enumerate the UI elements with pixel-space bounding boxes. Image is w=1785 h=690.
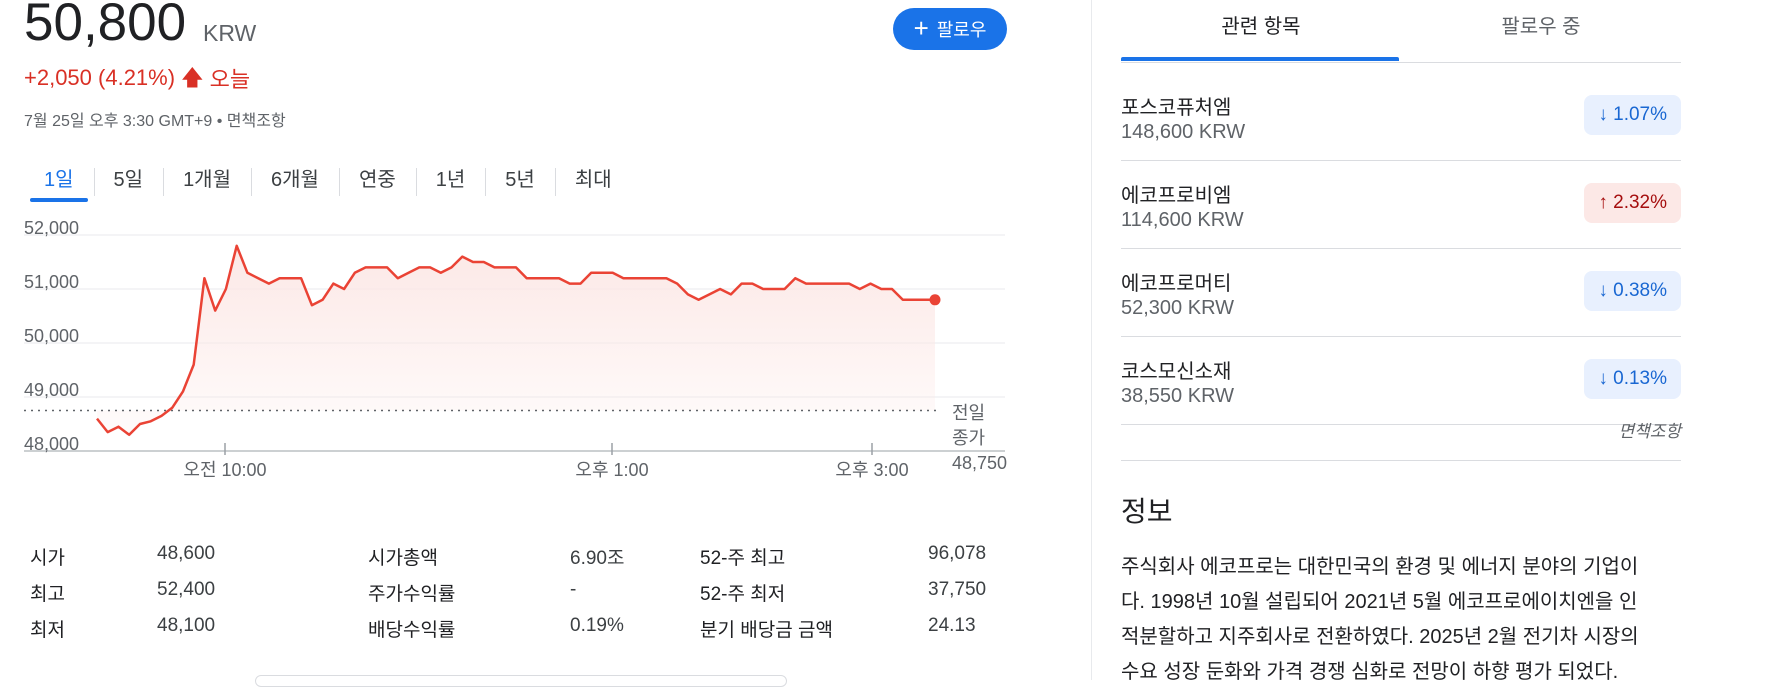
stat-label: 시가 xyxy=(30,548,65,569)
stat-row: 최고 52,400 주가수익률 - 52-주 최저 37,750 xyxy=(30,579,1010,615)
last-price-dot xyxy=(929,294,941,306)
stat-value: - xyxy=(570,579,577,600)
stat-value: 48,100 xyxy=(157,615,216,636)
disclaimer-link[interactable]: 면책조항 xyxy=(1618,422,1681,441)
related-change-value: 1.07% xyxy=(1613,104,1667,125)
range-tab-6[interactable]: 5년 xyxy=(485,162,555,198)
x-tick-label: 오후 1:00 xyxy=(575,460,648,480)
panel-divider xyxy=(1091,0,1092,680)
currency-label: KRW xyxy=(203,20,257,46)
key-stats: 시가 48,600 시가총액 6.90조 52-주 최고 96,078 최고 52,400 주가… xyxy=(30,543,1010,651)
related-change-badge: ↑ 2.32% xyxy=(1584,183,1681,223)
price-chart[interactable]: 52,000 51,000 50,000 49,000 48,000 오전 10:00 오후… xyxy=(0,215,1010,520)
related-price: 148,600 KRW xyxy=(1121,121,1246,143)
arrow-down-icon: ↓ xyxy=(1598,280,1614,301)
price-change-period: 오늘 xyxy=(209,67,251,92)
stat-value: 24.13 xyxy=(928,615,976,636)
range-tab-7[interactable]: 최대 xyxy=(554,162,632,198)
related-change-value: 2.32% xyxy=(1613,192,1667,213)
stat-value: 37,750 xyxy=(928,579,987,600)
stat-value: 52,400 xyxy=(157,579,216,600)
info-line: 주식회사 에코프로는 대한민국의 환경 및 에너지 분야의 기업이 xyxy=(1121,556,1639,578)
y-tick-label: 52,000 xyxy=(24,218,79,238)
section-divider xyxy=(1121,460,1681,461)
stat-label: 52-주 최고 xyxy=(700,548,786,569)
follow-button[interactable]: + 팔로우 xyxy=(893,8,1007,50)
y-tick-label: 48,000 xyxy=(24,434,79,454)
arrow-up-icon: 🡅 xyxy=(181,65,204,90)
related-item[interactable]: 에코프로머티 52,300 KRW ↓ 0.38% xyxy=(1121,251,1681,337)
stat-row: 최저 48,100 배당수익률 0.19% 분기 배당금 금액 24.13 xyxy=(30,615,1010,651)
y-tick-label: 50,000 xyxy=(24,326,79,346)
stock-price: 50,800 xyxy=(24,0,187,52)
arrow-down-icon: ↓ xyxy=(1598,368,1614,389)
stat-row: 시가 48,600 시가총액 6.90조 52-주 최고 96,078 xyxy=(30,543,1010,579)
related-price: 52,300 KRW xyxy=(1121,297,1235,319)
related-name: 에코프로머티 xyxy=(1121,273,1232,295)
range-tabs: 1일 5일 1개월 6개월 연중 1년 5년 최대 xyxy=(24,160,632,202)
stat-label: 52-주 최저 xyxy=(700,584,786,605)
related-change-value: 0.38% xyxy=(1613,280,1667,301)
price-change-value: +2,050 (4.21%) xyxy=(24,65,176,90)
info-line: 다. 1998년 10월 설립되어 2021년 5월 에코프로에이치엔을 인 xyxy=(1121,591,1638,613)
y-tick-label: 49,000 xyxy=(24,380,79,400)
info-line: 수요 성장 둔화와 가격 경쟁 심화로 전망이 하향 평가 되었다. xyxy=(1121,661,1619,683)
related-item[interactable]: 에코프로비엠 114,600 KRW ↑ 2.32% xyxy=(1121,163,1681,249)
arrow-down-icon: ↓ xyxy=(1598,104,1614,125)
related-name: 포스코퓨처엠 xyxy=(1121,97,1232,119)
related-change-badge: ↓ 0.38% xyxy=(1584,271,1681,311)
stat-label: 최저 xyxy=(30,620,65,641)
range-tab-2[interactable]: 1개월 xyxy=(163,162,251,198)
prev-close-label: 종가 xyxy=(952,428,985,448)
related-price: 38,550 KRW xyxy=(1121,385,1235,407)
related-change-badge: ↓ 0.13% xyxy=(1584,359,1681,399)
info-title: 정보 xyxy=(1121,496,1173,527)
prev-close-label: 48,750 xyxy=(952,453,1007,473)
range-tab-3[interactable]: 6개월 xyxy=(251,162,339,198)
tab-related[interactable]: 관련 항목 xyxy=(1221,16,1301,38)
x-tick-label: 오전 10:00 xyxy=(183,460,266,480)
stat-label: 최고 xyxy=(30,584,65,605)
stat-value: 96,078 xyxy=(928,543,987,564)
tab-following[interactable]: 팔로우 중 xyxy=(1501,16,1581,38)
quote-timestamp[interactable]: 7월 25일 오후 3:30 GMT+9 • 면책조항 xyxy=(24,113,286,130)
plus-icon: + xyxy=(913,12,929,43)
related-price: 114,600 KRW xyxy=(1121,209,1244,231)
related-item[interactable]: 포스코퓨처엠 148,600 KRW ↓ 1.07% xyxy=(1121,75,1681,161)
chart-area-fill xyxy=(97,245,935,435)
arrow-up-icon: ↑ xyxy=(1598,192,1614,213)
range-tab-4[interactable]: 연중 xyxy=(338,162,416,198)
range-tab-1[interactable]: 5일 xyxy=(93,162,164,198)
info-line: 적분할하고 지주회사로 전환하였다. 2025년 2월 전기차 시장의 xyxy=(1121,626,1639,648)
price-line xyxy=(96,244,935,437)
related-tabs: 관련 항목 팔로우 중 xyxy=(1121,0,1681,63)
x-tick-label: 오후 3:00 xyxy=(835,460,908,480)
y-tick-label: 51,000 xyxy=(24,272,79,292)
stat-label: 주가수익률 xyxy=(368,584,456,605)
related-name: 코스모신소재 xyxy=(1121,361,1232,383)
related-name: 에코프로비엠 xyxy=(1121,185,1232,207)
stat-label: 분기 배당금 금액 xyxy=(700,620,833,641)
related-item[interactable]: 코스모신소재 38,550 KRW ↓ 0.13% xyxy=(1121,339,1681,425)
price-change: +2,050 (4.21%) 🡅 오늘 xyxy=(24,62,250,94)
stat-label: 시가총액 xyxy=(368,548,438,569)
follow-button-label: 팔로우 xyxy=(936,20,987,40)
range-tab-0[interactable]: 1일 xyxy=(24,162,94,202)
related-change-badge: ↓ 1.07% xyxy=(1584,95,1681,135)
stat-value: 6.90조 xyxy=(570,548,625,569)
stat-label: 배당수익률 xyxy=(368,620,456,641)
prev-close-label: 전일 xyxy=(952,403,985,423)
range-tab-5[interactable]: 1년 xyxy=(415,162,486,198)
partial-card-edge xyxy=(255,675,787,687)
stat-value: 48,600 xyxy=(157,543,216,564)
tab-indicator xyxy=(1121,57,1399,61)
stat-value: 0.19% xyxy=(570,615,624,636)
related-change-value: 0.13% xyxy=(1613,368,1667,389)
